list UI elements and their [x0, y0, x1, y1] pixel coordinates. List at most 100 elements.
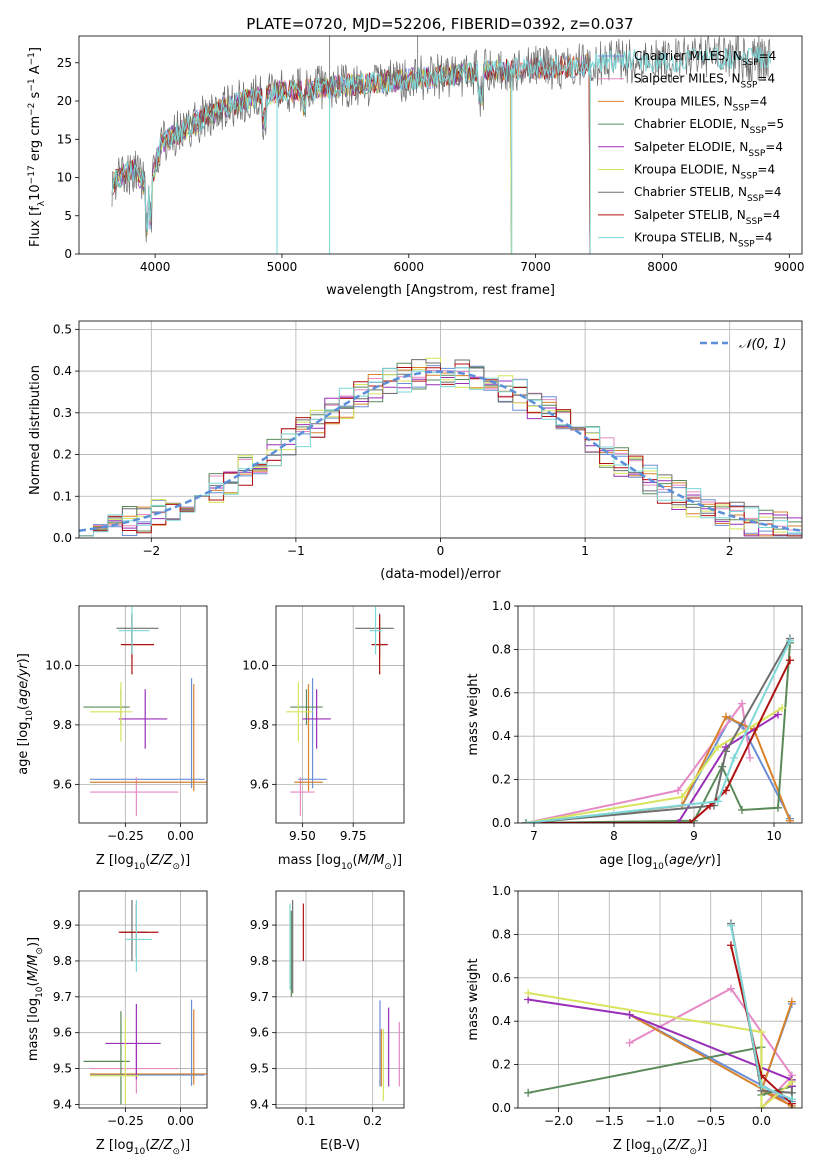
x-tick-label: 7 — [530, 829, 538, 843]
weight-marker — [738, 805, 746, 814]
errorbar-point — [118, 606, 150, 655]
errorbar-point — [90, 678, 205, 789]
axes-frame — [517, 605, 803, 824]
y-tick-label: 9.8 — [250, 718, 269, 732]
legend-label: Chabrier MILES, NSSP=4 — [634, 49, 776, 68]
legend-label: Kroupa MILES, NSSP=4 — [634, 94, 767, 113]
errorbar-point — [118, 903, 159, 958]
y-tick-label: 0.2 — [492, 773, 511, 787]
errorbar-point — [125, 899, 152, 972]
y-tick-label: 0.2 — [492, 1058, 511, 1072]
x-tick-label: −2 — [142, 544, 160, 558]
weight-marker — [727, 941, 735, 950]
y-tick-label: 25 — [57, 56, 72, 70]
weight-line — [525, 640, 791, 823]
plot-area — [111, 36, 771, 254]
y-tick-label: 10.0 — [242, 658, 269, 672]
errorbar-point — [90, 1009, 207, 1085]
x-axis-label: Z [log10(Z/Z⊙)] — [96, 853, 190, 872]
y-tick-label: 9.4 — [250, 1097, 269, 1111]
errorbar-point — [120, 899, 148, 961]
y-axis-label: mass weight — [466, 958, 481, 1040]
y-tick-label: 10.0 — [45, 658, 72, 672]
weight-marker — [746, 753, 754, 762]
y-tick-label: 0.4 — [492, 1014, 511, 1028]
y-tick-label: 0.8 — [492, 927, 511, 941]
y-axis-label: Normed distribution — [28, 365, 43, 495]
weight-marker — [714, 743, 722, 752]
y-tick-label: 0.5 — [53, 322, 72, 336]
x-tick-label: 6000 — [394, 260, 425, 274]
y-tick-label: 9.7 — [250, 990, 269, 1004]
x-tick-label: 1 — [581, 544, 589, 558]
errorbar-point — [90, 682, 132, 742]
x-tick-label: 0.2 — [363, 1114, 382, 1128]
x-tick-label: 0.0 — [752, 1114, 771, 1128]
y-axis-label: mass weight — [466, 673, 481, 755]
y-tick-label: 0.3 — [53, 406, 72, 420]
y-tick-label: 20 — [57, 94, 72, 108]
weight-marker — [757, 1104, 766, 1108]
x-tick-label: 4000 — [140, 260, 171, 274]
errorbar-point — [302, 689, 331, 749]
x-axis-label: age [log10(age/yr)] — [599, 853, 721, 872]
plot-area — [276, 606, 404, 823]
weight-marker — [674, 786, 682, 795]
y-tick-label: 0.4 — [53, 364, 72, 378]
y-tick-label: 0.6 — [492, 686, 511, 700]
x-tick-label: 9.50 — [289, 829, 316, 843]
y-tick-label: 9.9 — [53, 918, 72, 932]
y-tick-label: 9.8 — [53, 954, 72, 968]
weight-marker — [786, 656, 794, 665]
chart-age-vs-mass: 9.50 9.75 9.6 9.8 10.0 mass [log10(M/M⊙)] — [242, 605, 405, 872]
weight-marker — [738, 699, 746, 708]
x-tick-label: 2 — [726, 544, 734, 558]
plot-area — [79, 891, 207, 1108]
axes-frame — [78, 890, 208, 1109]
errorbar-point — [105, 1003, 161, 1080]
y-axis-label: mass [log10(M/M⊙)] — [26, 937, 45, 1061]
x-tick-label: 10 — [766, 829, 781, 843]
axes-frame — [78, 320, 803, 539]
x-axis-label: wavelength [Angstrom, rest frame] — [326, 283, 555, 298]
weight-marker — [778, 703, 786, 712]
weight-marker — [786, 636, 794, 645]
y-tick-label: 5 — [64, 209, 72, 223]
weight-marker — [625, 1010, 634, 1019]
weight-marker — [686, 819, 694, 823]
y-tick-label: 0.0 — [492, 1101, 511, 1115]
y-tick-label: 15 — [57, 132, 72, 146]
x-tick-label: −0.5 — [696, 1114, 725, 1128]
y-tick-label: 9.6 — [250, 1026, 269, 1040]
y-tick-label: 0.8 — [492, 642, 511, 656]
errorbar-point — [294, 684, 323, 792]
weight-marker — [522, 819, 530, 823]
weight-marker — [787, 997, 796, 1006]
x-tick-label: 0 — [437, 544, 445, 558]
y-tick-label: 9.8 — [53, 718, 72, 732]
y-tick-label: 0.0 — [492, 816, 511, 830]
y-tick-label: 0.6 — [492, 971, 511, 985]
y-axis-label: Flux [fλ10−17 erg cm−2 s−1 A−1] — [27, 47, 47, 247]
plot-area — [518, 891, 802, 1108]
weight-line — [525, 638, 791, 823]
weight-marker — [727, 984, 735, 993]
weight-marker — [787, 1095, 796, 1104]
errorbar-point — [90, 684, 207, 792]
y-tick-label: 9.6 — [53, 777, 72, 791]
x-tick-label: 0.00 — [167, 1114, 194, 1128]
axes-frame — [275, 605, 405, 824]
weight-line — [629, 1001, 793, 1107]
weight-marker — [524, 1088, 533, 1097]
x-tick-label: 8000 — [647, 260, 678, 274]
chart-age-vs-Z: −0.25 0.00 9.6 9.8 10.0 Z [log10(Z/Z⊙)] age [l… — [16, 605, 208, 872]
weight-marker — [674, 819, 682, 823]
weight-marker — [727, 921, 735, 930]
legend-label: Salpeter STELIB, NSSP=4 — [634, 208, 780, 227]
x-tick-label: −1.5 — [595, 1114, 624, 1128]
y-tick-label: 9.9 — [250, 918, 269, 932]
y-tick-label: 0 — [64, 247, 72, 261]
errorbar-point — [298, 678, 327, 789]
x-tick-label: −1.0 — [645, 1114, 674, 1128]
